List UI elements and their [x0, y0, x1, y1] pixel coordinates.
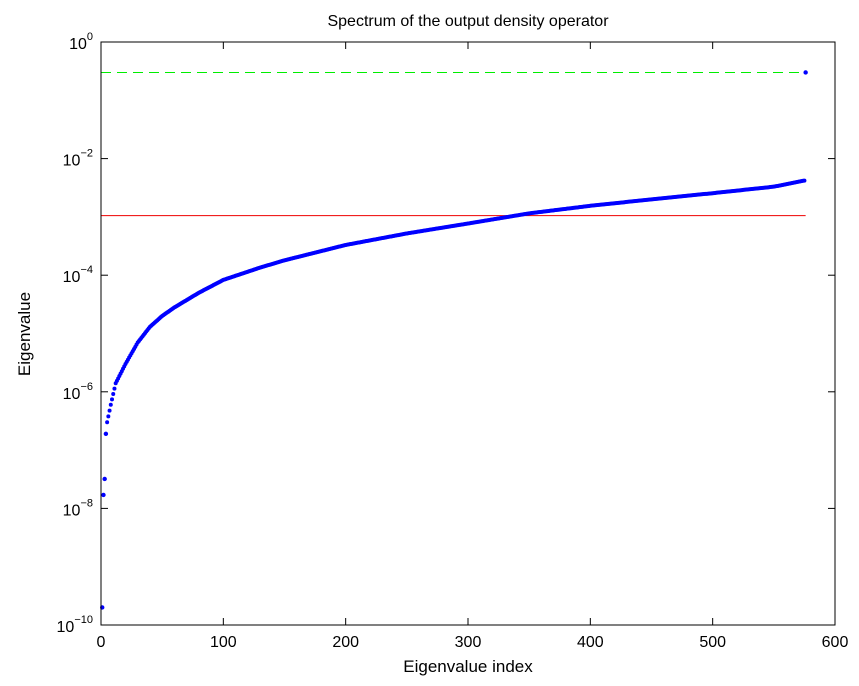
x-tick-label: 0 [97, 634, 106, 651]
ticks-layer: 0 100 200 300 400 500 600 10−10 10−8 10−6 10−4 10−2… [57, 31, 849, 651]
chart-title: Spectrum of the output density operator [327, 13, 609, 30]
data-point [108, 402, 113, 407]
data-point [112, 386, 117, 391]
x-tick-label: 500 [699, 634, 726, 651]
x-tick-label: 600 [822, 634, 849, 651]
y-tick-label: 10−6 [63, 381, 93, 403]
x-tick-label: 400 [577, 634, 604, 651]
data-points-layer [100, 70, 808, 610]
data-point-outlier [101, 492, 106, 498]
y-tick-label: 10−10 [57, 614, 93, 636]
data-point [105, 420, 110, 425]
x-axis-title: Eigenvalue index [403, 657, 533, 676]
data-point [107, 408, 112, 413]
y-tick-label: 10−8 [63, 497, 93, 519]
data-point-outlier [103, 431, 109, 437]
data-point [110, 397, 115, 402]
y-tick-label: 10−2 [63, 148, 93, 170]
data-point [802, 178, 807, 183]
y-tick-label: 10−4 [63, 264, 93, 286]
data-point [106, 414, 111, 419]
reference-lines-layer [101, 71, 806, 217]
x-tick-label: 100 [210, 634, 237, 651]
x-tick-label: 200 [332, 634, 359, 651]
data-point-outlier [102, 476, 107, 482]
x-tick-label: 300 [455, 634, 482, 651]
data-point [111, 392, 116, 397]
y-tick-label: 100 [69, 31, 93, 53]
plot-area [101, 42, 835, 625]
data-point-outlier [803, 70, 808, 75]
y-axis-title: Eigenvalue [15, 292, 34, 376]
